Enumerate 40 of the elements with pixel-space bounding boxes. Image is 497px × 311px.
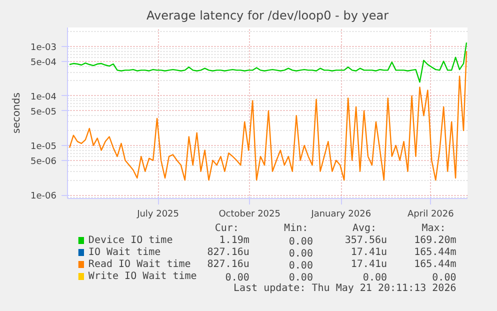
text: 0.00 — [288, 260, 313, 272]
text: 1.19m — [219, 235, 250, 246]
text: Cur: — [214, 223, 239, 234]
y-tick-label: 5e-04 — [30, 58, 57, 68]
x-tick-label: July 2025 — [136, 210, 180, 220]
y-tick-label: 1e-03 — [30, 42, 57, 53]
text: 165.44m — [414, 247, 456, 258]
y-tick-label: 5e-05 — [30, 107, 57, 118]
line-series — [68, 42, 468, 83]
text: 0.00 — [288, 236, 313, 248]
text: 17.41u — [350, 259, 388, 270]
x-tick-label: January 2026 — [310, 210, 372, 220]
text: Last update: Thu May 21 20:11:13 2026 — [233, 283, 456, 294]
y-tick-label: 1e-06 — [30, 192, 57, 202]
text: Avg: — [352, 223, 377, 234]
y-tick-label: 5e-06 — [30, 156, 57, 167]
text: 0.00 — [225, 272, 250, 284]
text: Max: — [422, 223, 446, 234]
text: 165.44m — [414, 259, 456, 270]
text: Min: — [284, 223, 308, 234]
y-tick-label: 1e-04 — [30, 92, 57, 102]
text: 827.16u — [207, 247, 250, 258]
text: 357.56u — [344, 235, 388, 246]
legend-label: Write IO Wait time — [88, 271, 197, 282]
text: 0.00 — [362, 272, 388, 284]
text: 827.16u — [207, 259, 250, 270]
x-tick-label: April 2026 — [408, 210, 454, 220]
y-axis-title: seconds — [12, 92, 23, 134]
legend-label: Read IO Wait time — [88, 259, 191, 270]
text: 0.00 — [288, 248, 313, 260]
text: 0.00 — [432, 272, 456, 284]
text: 169.20m — [414, 235, 456, 246]
x-tick-label: October 2025 — [218, 210, 280, 220]
chart-title: Average latency for /dev/loop0 - by year — [146, 8, 389, 22]
text: 17.41u — [350, 247, 388, 258]
y-tick-label: 1e-05 — [30, 142, 57, 152]
text: 0.00 — [288, 272, 313, 284]
legend-label: Device IO time — [88, 235, 173, 246]
line-series — [68, 50, 468, 181]
legend-label: IO Wait time — [88, 247, 161, 258]
